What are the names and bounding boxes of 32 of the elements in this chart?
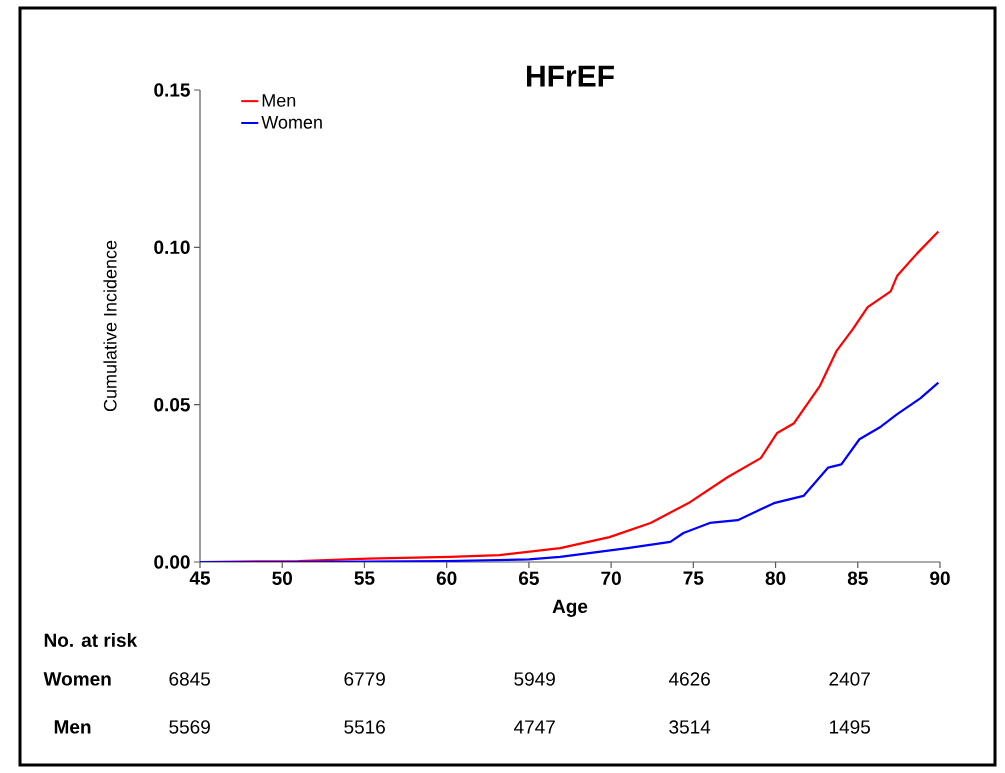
text: 1495	[829, 720, 870, 734]
x-tick-label: 80	[765, 571, 786, 585]
y-axis-title: Cumulative Incidence	[103, 240, 117, 412]
text: 4626	[668, 672, 710, 686]
x-tick-label: 60	[436, 571, 457, 585]
y-tick-label: 0.15	[154, 83, 190, 97]
text: 5949	[514, 672, 555, 686]
chart-title: HFrEF	[527, 65, 614, 87]
text: 5569	[169, 720, 210, 734]
legend-label: Men	[262, 94, 296, 107]
text: 3514	[669, 720, 711, 734]
text: Men	[54, 720, 91, 734]
x-tick-label: 50	[272, 571, 293, 585]
text: No. at risk	[44, 633, 138, 647]
y-tick-label: 0.00	[154, 555, 190, 569]
y-tick-label: 0.05	[154, 397, 190, 412]
text: Women	[43, 672, 111, 686]
x-tick-label: 45	[189, 571, 211, 585]
text: 6779	[344, 672, 385, 686]
x-tick-label: 75	[683, 571, 704, 585]
text: 5516	[344, 720, 385, 734]
x-tick-label: 85	[847, 571, 868, 585]
legend-label: Women	[261, 116, 322, 129]
x-tick-label: 65	[519, 571, 539, 585]
x-axis-title: Age	[552, 599, 588, 617]
x-tick-label: 70	[601, 571, 621, 585]
text: 2407	[829, 672, 870, 686]
text: 6845	[169, 672, 210, 686]
x-tick-label: 55	[354, 571, 375, 585]
text: 4747	[513, 720, 555, 734]
y-tick-label: 0.10	[154, 240, 190, 255]
x-tick-label: 90	[930, 571, 950, 585]
